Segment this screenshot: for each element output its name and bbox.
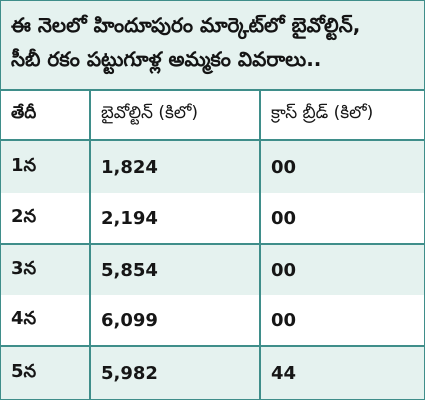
row-bivoltine: 6,099 [101,309,158,331]
title-line-1: ఈ నెలలో హిందూపురం మార్కెట్‌లో బైవోల్టిన్… [11,13,361,37]
table-row: 4న 6,099 00 [1,295,424,347]
row-bivoltine: 5,982 [101,362,158,384]
row-crossbreed: 00 [271,156,297,178]
column-divider [89,91,91,399]
row-bivoltine: 5,854 [101,259,158,281]
column-divider [259,91,261,399]
table-row: 1న 1,824 00 [1,141,424,193]
row-date: 1న [11,154,37,176]
header-bivoltine: బైవోల్టిన్ (కిలో) [101,103,199,123]
row-crossbreed: 00 [271,259,297,281]
row-crossbreed: 44 [271,362,297,384]
row-date: 3న [11,257,37,279]
title-line-2: సీబీ రకం పట్టుగూళ్ల అమ్మకం వివరాలు.. [11,47,322,71]
row-bivoltine: 1,824 [101,156,158,178]
header-crossbreed: క్రాస్ బ్రీడ్ (కిలో) [271,103,374,123]
table-row: 3న 5,854 00 [1,245,424,295]
table-row: 5న 5,982 44 [1,347,424,399]
row-crossbreed: 00 [271,207,297,229]
row-date: 4న [11,307,37,329]
row-date: 2న [11,205,37,227]
table-header-row: తేదీ బైవోల్టిన్ (కిలో) క్రాస్ బ్రీడ్ (కి… [1,91,424,141]
title-band: ఈ నెలలో హిందూపురం మార్కెట్‌లో బైవోల్టిన్… [1,1,424,91]
row-date: 5న [11,360,37,382]
table-row: 2న 2,194 00 [1,193,424,245]
row-bivoltine: 2,194 [101,207,158,229]
header-date: తేదీ [11,103,37,123]
row-crossbreed: 00 [271,309,297,331]
